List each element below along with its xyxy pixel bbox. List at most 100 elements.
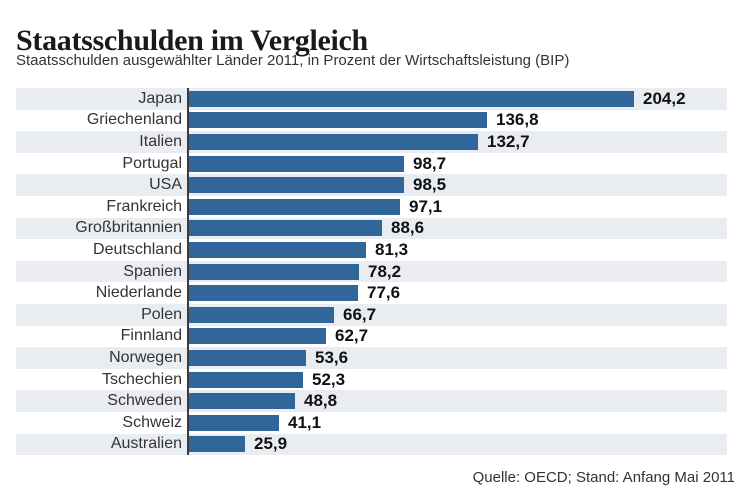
bar (189, 155, 404, 172)
bar-area: 204,2 (189, 88, 727, 110)
bar (189, 371, 303, 388)
bar (189, 414, 279, 431)
category-label: Spanien (123, 262, 182, 280)
bar-area: 132,7 (189, 131, 727, 153)
category-label: Polen (141, 305, 182, 323)
bar-area: 41,1 (189, 412, 727, 434)
axis-line (187, 195, 189, 218)
bar-area: 98,7 (189, 153, 727, 175)
chart-row: Deutschland 81,3 (16, 239, 727, 261)
axis-line (187, 411, 189, 434)
category-label: Norwegen (109, 348, 182, 366)
value-label: 66,7 (343, 304, 377, 324)
category-label: Schweden (107, 392, 182, 410)
bar-area: 62,7 (189, 326, 727, 348)
value-label: 204,2 (643, 88, 686, 108)
chart-row: Griechenland 136,8 (16, 109, 727, 132)
category-label: Tschechien (101, 370, 182, 388)
value-label: 48,8 (304, 391, 338, 411)
category-label: Portugal (122, 154, 182, 172)
value-label: 78,2 (368, 261, 402, 281)
chart-row: Polen 66,7 (16, 303, 727, 326)
category-label: Japan (138, 89, 182, 107)
axis-line (187, 347, 189, 369)
chart-row: Australien 25,9 (16, 433, 727, 456)
value-label: 52,3 (312, 369, 346, 389)
chart-row: Italien 132,7 (16, 131, 727, 153)
value-label: 98,5 (413, 175, 447, 195)
page-title: Staatsschulden im Vergleich (16, 24, 368, 58)
category-label: Australien (110, 435, 182, 453)
value-label: 25,9 (254, 434, 288, 454)
value-label: 132,7 (487, 131, 530, 151)
bar (189, 198, 400, 215)
axis-line (187, 131, 189, 153)
bar-area: 25,9 (189, 434, 727, 456)
source-note: Quelle: OECD; Stand: Anfang Mai 2011 (472, 469, 735, 486)
category-label: USA (149, 176, 182, 194)
bar (189, 263, 359, 280)
value-label: 81,3 (375, 239, 409, 259)
bar-area: 77,6 (189, 282, 727, 304)
bar (189, 436, 245, 453)
bar-area: 88,6 (189, 218, 727, 240)
axis-line (187, 303, 189, 326)
value-label: 88,6 (391, 218, 425, 238)
bar (189, 112, 487, 129)
bar (189, 177, 404, 194)
axis-line (187, 217, 189, 240)
category-label: Frankreich (106, 197, 182, 215)
value-label: 97,1 (409, 196, 443, 216)
bar (189, 285, 358, 302)
category-label: Deutschland (93, 240, 182, 258)
category-label: Schweiz (122, 413, 182, 431)
page-subtitle: Staatsschulden ausgewählter Länder 2011,… (16, 52, 570, 69)
category-label: Finnland (120, 327, 182, 345)
chart-row: Portugal 98,7 (16, 152, 727, 175)
chart-row: USA 98,5 (16, 174, 727, 196)
bar (189, 241, 366, 258)
value-label: 53,6 (315, 347, 349, 367)
bar-area: 78,2 (189, 261, 727, 283)
bar-area: 98,5 (189, 174, 727, 196)
chart-row: Spanien 78,2 (16, 260, 727, 283)
chart-row: Großbritannien 88,6 (16, 217, 727, 240)
axis-line (187, 88, 189, 110)
chart-row: Frankreich 97,1 (16, 195, 727, 218)
chart-row: Finnland 62,7 (16, 325, 727, 348)
axis-line (187, 239, 189, 261)
bar-chart: Japan 204,2 Griechenland 136,8 Italien 132,7 P… (16, 88, 727, 456)
axis-line (187, 433, 189, 456)
chart-row: Niederlande 77,6 (16, 282, 727, 304)
chart-row: Norwegen 53,6 (16, 347, 727, 369)
category-label: Großbritannien (75, 219, 182, 237)
value-label: 41,1 (288, 412, 322, 432)
axis-line (187, 325, 189, 348)
value-label: 62,7 (335, 326, 369, 346)
chart-row: Schweiz 41,1 (16, 411, 727, 434)
bar (189, 393, 295, 410)
category-label: Italien (139, 132, 182, 150)
bar (189, 328, 326, 345)
bar (189, 133, 478, 150)
bar (189, 306, 334, 323)
bar-area: 81,3 (189, 239, 727, 261)
axis-line (187, 174, 189, 196)
value-label: 136,8 (496, 110, 539, 130)
bar (189, 349, 306, 366)
chart-row: Schweden 48,8 (16, 390, 727, 412)
bar-area: 66,7 (189, 304, 727, 326)
category-label: Griechenland (86, 111, 182, 129)
bar-area: 97,1 (189, 196, 727, 218)
category-label: Niederlande (95, 284, 182, 302)
bar-area: 53,6 (189, 347, 727, 369)
axis-line (187, 109, 189, 132)
axis-line (187, 282, 189, 304)
axis-line (187, 390, 189, 412)
value-label: 98,7 (413, 153, 447, 173)
bar-area: 52,3 (189, 369, 727, 391)
chart-row: Japan 204,2 (16, 88, 727, 110)
axis-line (187, 260, 189, 283)
axis-line (187, 368, 189, 391)
bar-area: 48,8 (189, 390, 727, 412)
